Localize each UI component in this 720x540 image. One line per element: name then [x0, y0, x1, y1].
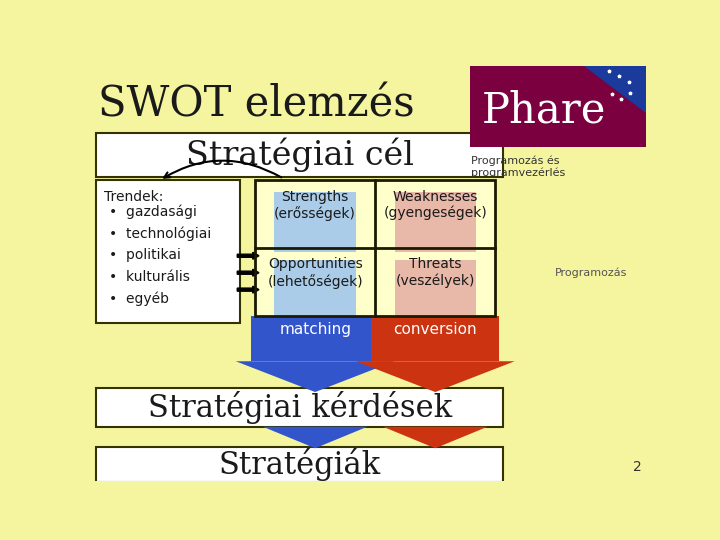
Polygon shape — [356, 361, 515, 392]
Bar — [372, 316, 499, 361]
FancyArrow shape — [238, 252, 259, 259]
Bar — [274, 260, 356, 320]
Text: Stratégiai cél: Stratégiai cél — [186, 138, 413, 172]
Bar — [251, 316, 379, 361]
Text: Weaknesses
(gyengeségek): Weaknesses (gyengeségek) — [383, 190, 487, 220]
Text: •  egyéb: • egyéb — [109, 291, 168, 306]
Polygon shape — [383, 427, 487, 448]
Text: Phare: Phare — [482, 90, 606, 132]
Polygon shape — [585, 66, 647, 112]
Bar — [469, 66, 647, 147]
Polygon shape — [235, 361, 395, 392]
Text: Stratégiák: Stratégiák — [219, 448, 381, 481]
Text: matching: matching — [279, 322, 351, 337]
Text: •  technológiai: • technológiai — [109, 226, 211, 241]
Bar — [255, 180, 495, 316]
Text: Programozás: Programozás — [555, 267, 627, 278]
Text: Stratégiai kérdések: Stratégiai kérdések — [148, 391, 451, 424]
Bar — [395, 260, 476, 320]
FancyArrow shape — [238, 286, 259, 293]
Text: Opportunities
(lehetőségek): Opportunities (lehetőségek) — [267, 257, 363, 288]
Text: •  politikai: • politikai — [109, 248, 181, 262]
Text: •  kulturális: • kulturális — [109, 269, 189, 284]
Polygon shape — [263, 427, 367, 448]
Text: Trendek:: Trendek: — [104, 190, 163, 204]
Bar — [255, 180, 495, 316]
Bar — [96, 180, 240, 323]
Text: conversion: conversion — [393, 322, 477, 337]
Bar — [96, 447, 503, 482]
Bar — [96, 388, 503, 427]
FancyArrow shape — [238, 269, 259, 276]
Bar — [96, 132, 503, 177]
Text: 2: 2 — [633, 461, 642, 475]
Text: Threats
(veszélyek): Threats (veszélyek) — [395, 257, 475, 288]
Bar — [395, 192, 476, 252]
Text: Programozás és
programvezérlés: Programozás és programvezérlés — [472, 156, 565, 178]
Bar — [274, 192, 356, 252]
Text: SWOT elemzés: SWOT elemzés — [98, 84, 415, 126]
Text: •  gazdasági: • gazdasági — [109, 205, 197, 219]
Text: Strengths
(erősségek): Strengths (erősségek) — [274, 190, 356, 221]
